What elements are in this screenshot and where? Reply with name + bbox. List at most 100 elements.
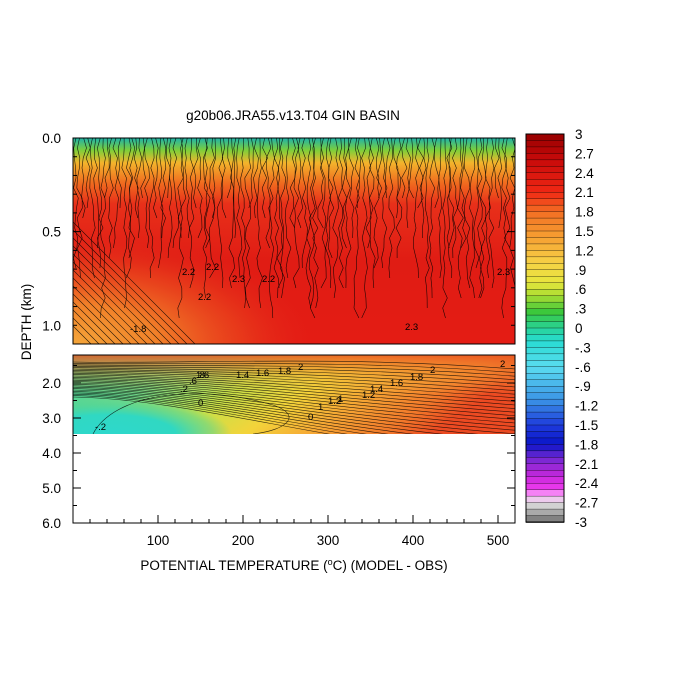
contour-line (133, 138, 139, 219)
contour-line (248, 138, 254, 209)
contour-label: 2.2 (198, 292, 211, 303)
contour-line (488, 138, 495, 289)
colorbar-swatch (525, 405, 565, 413)
contour-line (494, 138, 500, 199)
contour-label: 2.2 (182, 267, 195, 278)
colorbar-tick-label: -2.1 (575, 457, 598, 472)
y-axis-lower: 2.0 3.0 4.0 5.0 6.0 (42, 365, 515, 531)
x-axis-label: POTENTIAL TEMPERATURE (oC) (MODEL - OBS) (140, 557, 447, 573)
colorbar-swatch (525, 276, 565, 284)
colorbar-swatch (525, 398, 565, 407)
contour-line (73, 253, 164, 344)
colorbar-swatch (525, 502, 565, 510)
contour-line (228, 138, 235, 289)
contour-line (193, 138, 199, 209)
x-tick-label: 200 (232, 533, 255, 548)
contour-line (73, 237, 180, 344)
contour-line (293, 138, 300, 289)
contour-line (73, 317, 100, 344)
contour-line (73, 138, 79, 269)
contour-label: .2 (180, 384, 188, 395)
colorbar-swatch (525, 437, 565, 446)
colorbar-swatch (525, 360, 565, 368)
contour-label: -.2 (95, 422, 106, 433)
contour-line (484, 138, 491, 279)
colorbar-swatch (525, 295, 565, 303)
contour-line (401, 138, 408, 199)
contour-line (240, 138, 247, 309)
colorbar-tick-label: -1.5 (575, 418, 598, 433)
colorbar-swatch (525, 424, 565, 433)
colorbar-swatch (525, 192, 565, 200)
contour-line (128, 138, 136, 259)
y-tick-label: 0.5 (42, 225, 61, 240)
contour-line (497, 138, 503, 229)
contour-label: 1.4 (236, 370, 249, 381)
colorbar-labels: 3 2.7 2.4 2.1 1.8 1.5 1.2 .9 .6 .3 0 -.3 -.6 -.9 -1.2 -… (575, 127, 599, 530)
colorbar-tick-label: 2.1 (575, 185, 594, 200)
contour-label: 2.3 (405, 322, 418, 333)
contour-line (276, 138, 284, 299)
contour-line (73, 221, 196, 344)
colorbar-swatch (525, 470, 565, 478)
contour-line (112, 138, 119, 249)
contour-label: 2 (430, 365, 435, 376)
colorbar-swatch (525, 347, 565, 355)
contour-line (353, 138, 360, 319)
colorbar-swatch (525, 444, 565, 452)
chart-title: g20b06.JRA55.v13.T04 GIN BASIN (186, 108, 400, 123)
contour-line (473, 138, 480, 269)
contour-line (121, 138, 128, 309)
colorbar-swatch (525, 340, 565, 349)
contour-label: 1.8 (410, 372, 423, 383)
colorbar-tick-label: 1.5 (575, 224, 594, 239)
contour-line (73, 379, 515, 417)
colorbar-frame (525, 133, 565, 523)
contour-line (73, 374, 515, 402)
colorbar-swatch (525, 211, 565, 219)
contour-line (180, 138, 187, 239)
contour-line (73, 396, 330, 434)
colorbar-swatch (525, 146, 565, 155)
contour-line (317, 138, 324, 229)
contour-line (81, 138, 87, 219)
contour-line (96, 138, 104, 269)
contour-line (332, 138, 339, 299)
contour-line (73, 368, 515, 388)
contour-line (184, 138, 190, 239)
contour-line (393, 138, 399, 219)
contour-line (469, 138, 476, 299)
contour-line (85, 138, 91, 209)
contour-line (93, 138, 100, 249)
colorbar-tick-label: -.3 (575, 340, 591, 355)
contour-line (308, 138, 316, 319)
contour-line (203, 138, 211, 249)
colorbar-swatch (525, 250, 565, 258)
contour-line (221, 138, 227, 219)
contour-line (73, 372, 515, 399)
contour-line (73, 261, 156, 344)
colorbar-swatch (525, 263, 565, 271)
contour-line (457, 138, 464, 299)
contour-label: 1.6 (196, 370, 209, 381)
contour-line (177, 138, 184, 319)
contour-line (433, 138, 440, 209)
x-tick-label: 300 (317, 533, 340, 548)
contour-line (73, 363, 515, 373)
contour-line (344, 138, 352, 289)
contour-line (160, 138, 167, 239)
y-tick-label: 5.0 (42, 481, 61, 496)
contour-line (104, 138, 110, 199)
contour-line (261, 138, 268, 219)
contour-line (265, 138, 272, 249)
contour-line (144, 138, 150, 249)
colorbar-swatch (525, 327, 565, 336)
contour-line (216, 138, 224, 289)
colorbar-swatch (525, 392, 565, 400)
contour-label: 1 (318, 402, 323, 413)
contour-label: 0 (308, 412, 313, 423)
colorbar-swatch (525, 450, 565, 459)
contour-line (501, 138, 508, 319)
colorbar-tick-label: -.9 (575, 379, 591, 394)
contour-line (167, 138, 173, 259)
